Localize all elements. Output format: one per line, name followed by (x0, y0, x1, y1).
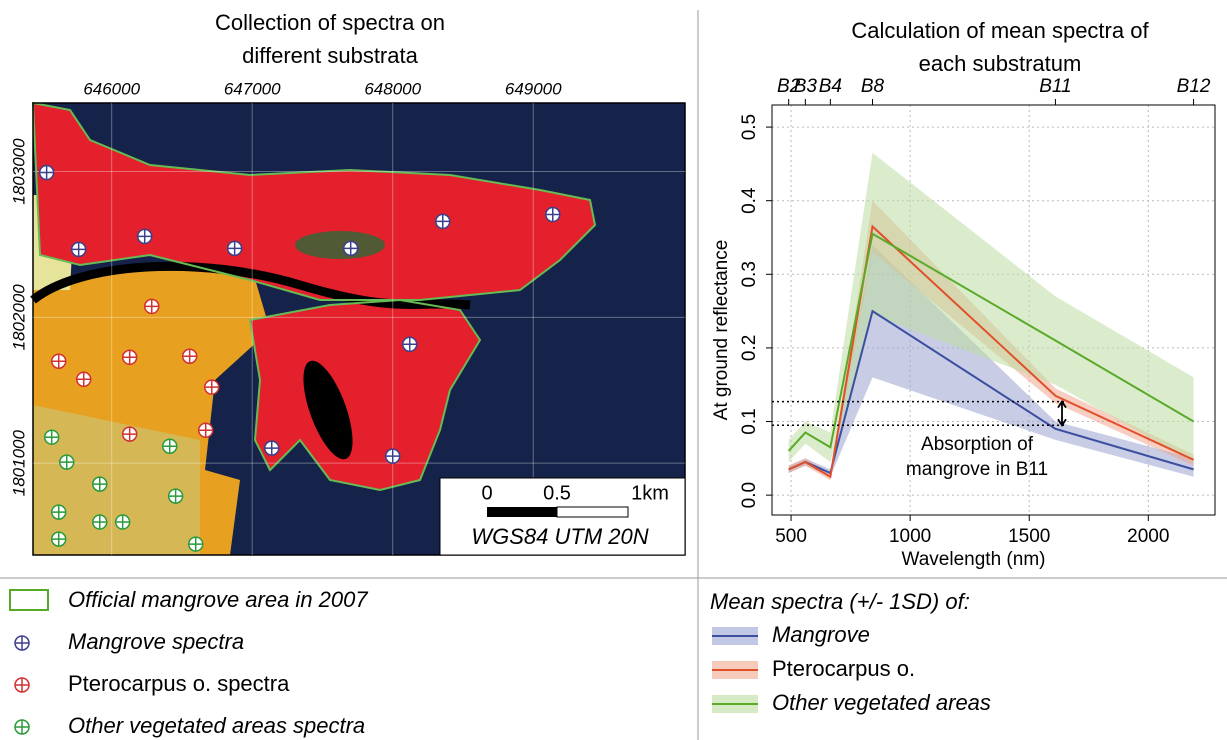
legend-label: Pterocarpus o. (772, 656, 915, 681)
x-tick-label: 1000 (889, 526, 931, 547)
sample-point (70, 241, 87, 258)
x-axis-label: Wavelength (nm) (902, 549, 1046, 570)
sample-point (226, 240, 243, 257)
chart-title: Calculation of mean spectra of each subs… (851, 18, 1149, 76)
series-line (787, 232, 1195, 452)
outline-swatch (9, 589, 49, 611)
y-tick-label: 0.4 (739, 187, 760, 214)
sample-point (181, 348, 198, 365)
top-tick-label: B2 (777, 76, 801, 97)
sample-point (203, 379, 220, 395)
sample-point (114, 514, 131, 530)
y-tick-label: 0.2 (739, 335, 760, 361)
scale-label: 0 (481, 482, 492, 504)
legend-label: Official mangrove area in 2007 (68, 587, 368, 612)
sample-point (50, 504, 67, 520)
y-tick-label: 0.3 (739, 261, 760, 287)
sample-point (91, 514, 108, 530)
map-points (38, 164, 561, 552)
sample-point (38, 164, 55, 181)
map-y-tick-label: 1801000 (9, 430, 28, 497)
annotation: Absorption of mangrove in B11 (905, 434, 1049, 480)
x-tick-label: 2000 (1127, 526, 1169, 547)
y-axis-label: At ground reflectance (711, 240, 732, 421)
sample-point (75, 371, 92, 388)
sample-point (43, 429, 60, 445)
projection: WGS84 UTM 20N (471, 524, 648, 549)
satellite-image (30, 101, 686, 556)
legend-symbol (14, 677, 30, 693)
y-tick-label: 0.1 (739, 408, 760, 434)
legend-label: Mangrove (772, 622, 870, 647)
sample-point (136, 228, 153, 245)
sample-point (121, 349, 138, 366)
scale-label: 0.5 (543, 482, 571, 504)
legend-label: Other vegetated areas (772, 690, 991, 715)
sample-point (50, 531, 67, 547)
map-x-tick-label: 649000 (505, 79, 562, 98)
map-y-tick-label: 1803000 (9, 138, 28, 205)
map-grid: 646000 647000 648000 649000 1801000 1802000 18… (9, 79, 685, 555)
sample-point (342, 240, 359, 257)
top-tick-label: B11 (1039, 76, 1071, 97)
plot-frame (771, 104, 1216, 516)
scale-box: 0 0.5 1km WGS84 UTM 20N (439, 477, 686, 556)
top-tick-label: B4 (819, 76, 842, 97)
sample-point (143, 298, 160, 315)
sample-point (161, 438, 178, 454)
top-tick-label: B12 (1177, 76, 1211, 97)
legend-label: Pterocarpus o. spectra (68, 671, 290, 696)
sample-point (384, 448, 401, 464)
sample-point (121, 426, 138, 442)
sample-point (167, 488, 184, 504)
map-x-tick-label: 647000 (224, 79, 281, 98)
scale-label: 1km (631, 482, 669, 504)
legend-title: Mean spectra (+/- 1SD) of: (710, 589, 970, 614)
legend-label: Mangrove spectra (68, 629, 244, 654)
series-line (788, 224, 1194, 479)
sample-point (50, 353, 67, 369)
sample-point (545, 206, 561, 223)
top-tick-label: B3 (794, 76, 818, 97)
sample-point (263, 440, 280, 456)
absorption-arrow (1057, 400, 1067, 427)
map-x-tick-label: 648000 (364, 79, 421, 98)
sample-point (187, 536, 204, 552)
sample-point (197, 422, 214, 438)
sample-point (401, 336, 418, 353)
y-tick-label: 0.0 (739, 482, 760, 508)
sample-point (58, 454, 75, 470)
top-tick-label: B8 (861, 76, 885, 97)
sd-band (788, 152, 1194, 463)
sample-point (91, 476, 108, 492)
sample-point (434, 213, 451, 230)
map-x-tick-label: 646000 (83, 79, 140, 98)
map-title: Collection of spectra on different subst… (215, 10, 445, 68)
legend-symbol (14, 719, 30, 735)
legend-label: Other vegetated areas spectra (68, 713, 365, 738)
legend-symbol (14, 635, 30, 651)
map-y-tick-label: 1802000 (9, 284, 28, 351)
x-tick-label: 500 (775, 526, 807, 547)
x-tick-label: 1500 (1008, 526, 1050, 547)
y-tick-label: 0.5 (739, 114, 760, 140)
